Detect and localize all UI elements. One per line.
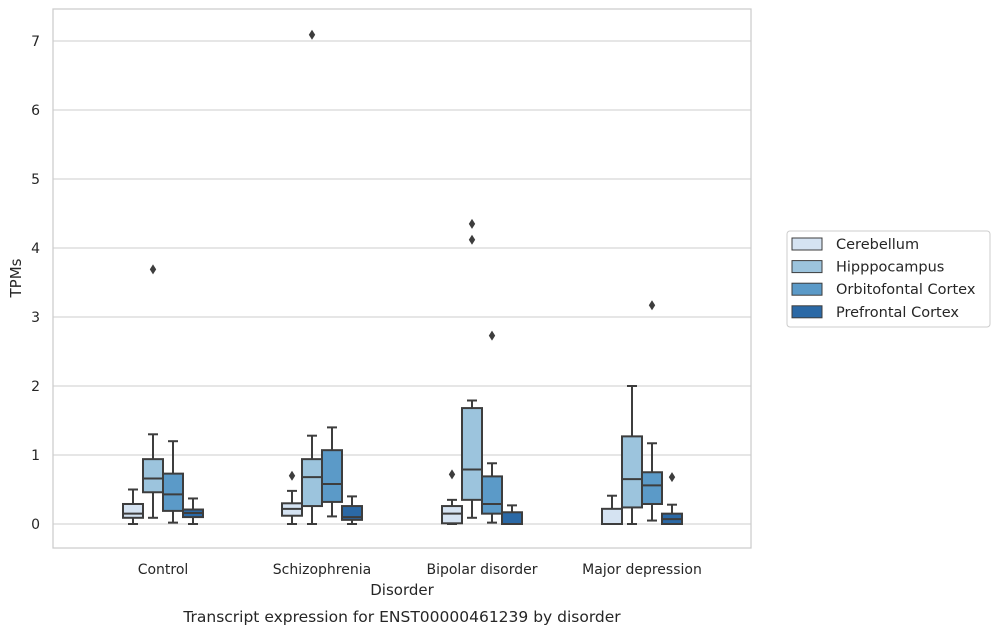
legend-label-prefrontal-cortex: Prefrontal Cortex <box>836 305 959 321</box>
series-prefrontal-cortex <box>182 472 683 526</box>
y-tick-label-3: 3 <box>31 310 40 326</box>
box-iqr <box>461 407 483 501</box>
box-prefrontal-cortex-3 <box>661 472 683 526</box>
legend-frame <box>786 230 991 328</box>
box-cerebellum-0 <box>122 488 144 525</box>
box-iqr <box>321 449 343 503</box>
legend: Cerebellum Hipppocampus Orbitofontal Corte… <box>786 230 991 328</box>
box-hipppocampus-0 <box>142 264 164 519</box>
legend-label-cerebellum: Cerebellum <box>836 237 919 253</box>
chart-caption: Transcript expression for ENST0000046123… <box>182 608 621 626</box>
box-prefrontal-cortex-0 <box>182 497 204 525</box>
outlier-point-0 <box>468 234 476 245</box>
box-prefrontal-cortex-2 <box>501 504 523 526</box>
box-iqr <box>441 505 463 525</box>
box-hipppocampus-2 <box>461 218 483 519</box>
legend-swatch-prefrontal-cortex <box>791 305 823 319</box>
box-iqr <box>142 458 164 494</box>
outlier-point-0 <box>149 264 157 275</box>
box-iqr <box>481 475 503 515</box>
gridlines <box>53 40 751 525</box>
box-iqr <box>501 511 523 526</box>
box-hipppocampus-1 <box>301 29 323 525</box>
box-prefrontal-cortex-1 <box>341 495 363 525</box>
x-tick-label-schizophrenia: Schizophrenia <box>273 562 371 578</box>
box-iqr <box>641 471 663 505</box>
y-axis-label: TPMs <box>7 258 25 298</box>
legend-label-hipppocampus: Hipppocampus <box>836 260 944 276</box>
x-tick-label-major-depression: Major depression <box>582 562 702 578</box>
outlier-point-0 <box>448 469 456 480</box>
outlier-point-0 <box>648 300 656 311</box>
plot-frame <box>52 8 752 549</box>
box-iqr <box>601 507 623 526</box>
x-tick-label-bipolar-disorder: Bipolar disorder <box>426 562 537 578</box>
y-tick-label-2: 2 <box>31 379 40 395</box>
y-tick-label-4: 4 <box>31 241 40 257</box>
box-cerebellum-1 <box>281 470 303 525</box>
y-tick-label-0: 0 <box>31 517 40 533</box>
box-cerebellum-2 <box>441 469 463 525</box>
box-orbitofontal-cortex-1 <box>321 426 343 518</box>
y-tick-label-7: 7 <box>31 34 40 50</box>
box-orbitofontal-cortex-0 <box>162 440 184 524</box>
x-axis-ticks: Control Schizophrenia Bipolar disorder Majo… <box>138 562 702 578</box>
outlier-point-0 <box>488 330 496 341</box>
x-tick-label-control: Control <box>138 562 189 578</box>
series-cerebellum <box>122 469 623 526</box>
legend-label-orbitofontal-cortex: Orbitofontal Cortex <box>836 282 976 298</box>
x-axis-label: Disorder <box>370 581 434 599</box>
series-orbitofontal-cortex <box>162 300 663 524</box>
y-tick-label-5: 5 <box>31 172 40 188</box>
series-hipppocampus <box>142 29 643 525</box>
box-orbitofontal-cortex-2 <box>481 330 503 524</box>
outlier-point-1 <box>468 218 476 229</box>
box-cerebellum-3 <box>601 494 623 526</box>
legend-swatch-hipppocampus <box>791 260 823 274</box>
box-iqr <box>122 502 144 519</box>
outlier-point-0 <box>668 472 676 483</box>
box-plot-series <box>122 29 683 526</box>
legend-swatch-orbitofontal-cortex <box>791 282 823 296</box>
box-orbitofontal-cortex-3 <box>641 300 663 522</box>
box-iqr <box>301 458 323 508</box>
y-axis-ticks: 0 1 2 3 4 5 6 7 <box>31 34 40 533</box>
y-tick-label-6: 6 <box>31 103 40 119</box>
y-tick-label-1: 1 <box>31 448 40 464</box>
box-hipppocampus-3 <box>621 385 643 525</box>
legend-swatch-cerebellum <box>791 237 823 251</box>
box-iqr <box>621 435 643 509</box>
box-iqr <box>162 472 184 512</box>
outlier-point-0 <box>308 29 316 40</box>
outlier-point-0 <box>288 470 296 481</box>
